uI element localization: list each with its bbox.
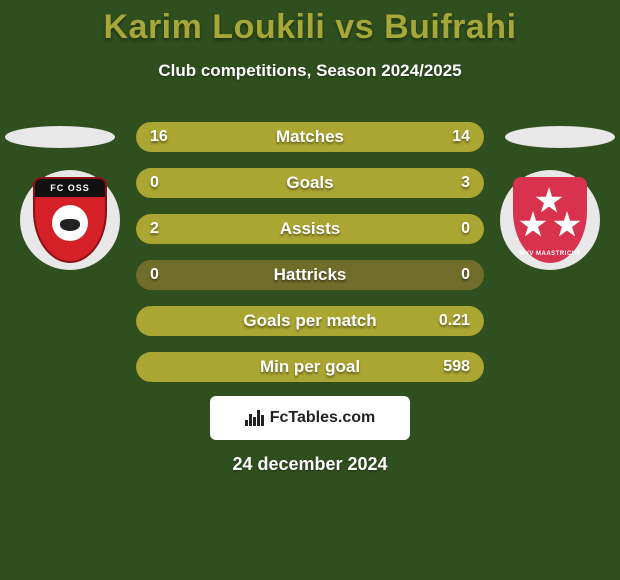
date-label: 24 december 2024 (0, 454, 620, 475)
stat-row: 0.21Goals per match (136, 306, 484, 336)
star-icon (553, 211, 581, 239)
subtitle: Club competitions, Season 2024/2025 (0, 61, 620, 81)
club-crest-left-label: FC OSS (35, 179, 105, 197)
stat-row: 1614Matches (136, 122, 484, 152)
club-badge-left: FC OSS (20, 170, 120, 270)
brand-footer[interactable]: FcTables.com (210, 396, 410, 440)
stat-label: Matches (136, 127, 484, 147)
comparison-card: Karim Loukili vs Buifrahi Club competiti… (0, 0, 620, 580)
star-icon (535, 187, 563, 215)
star-icon (519, 211, 547, 239)
club-badge-right: MVV MAASTRICHT (500, 170, 600, 270)
stat-row: 20Assists (136, 214, 484, 244)
club-crest-right-label: MVV MAASTRICHT (519, 251, 580, 257)
stat-label: Assists (136, 219, 484, 239)
club-crest-right: MVV MAASTRICHT (513, 177, 587, 263)
stat-label: Hattricks (136, 265, 484, 285)
club-crest-left: FC OSS (33, 177, 107, 263)
stat-row: 03Goals (136, 168, 484, 198)
page-title: Karim Loukili vs Buifrahi (0, 0, 620, 47)
stat-row: 00Hattricks (136, 260, 484, 290)
player-left-ellipse (5, 126, 115, 148)
player-right-ellipse (505, 126, 615, 148)
stats-bars: 1614Matches 03Goals 20Assists 00Hattricks 0.… (136, 122, 484, 398)
stat-label: Min per goal (136, 357, 484, 377)
stat-label: Goals per match (136, 311, 484, 331)
stat-row: 598Min per goal (136, 352, 484, 382)
club-crest-left-icon (52, 205, 88, 241)
bar-chart-icon (245, 410, 264, 426)
stat-label: Goals (136, 173, 484, 193)
brand-label: FcTables.com (270, 409, 376, 427)
